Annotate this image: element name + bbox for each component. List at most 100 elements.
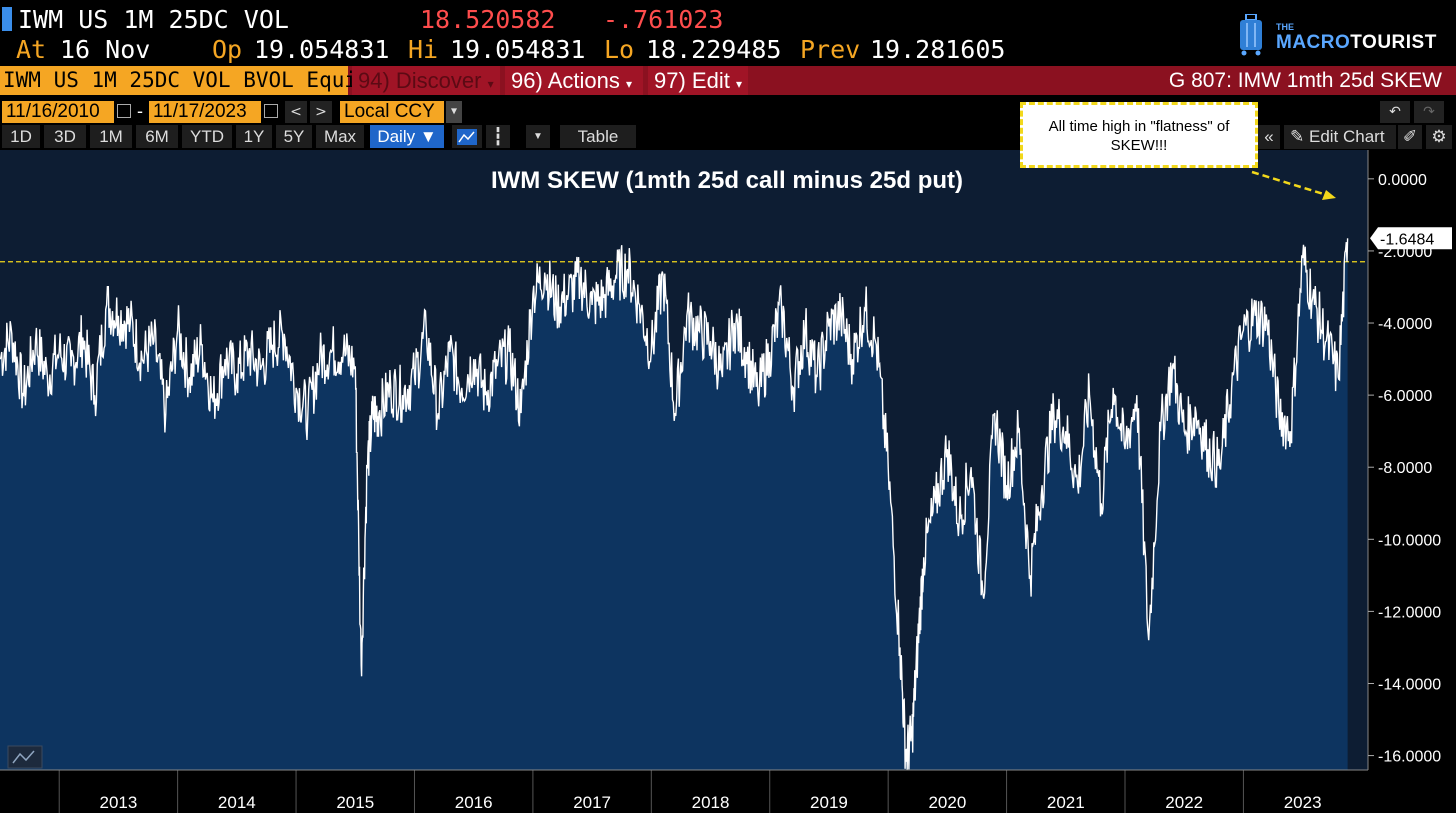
suitcase-icon: [1240, 14, 1262, 56]
currency-select[interactable]: Local CCY: [340, 101, 444, 123]
y-tick-label: 0.0000: [1378, 172, 1427, 189]
chart-title: IWM SKEW (1mth 25d call minus 25d put): [491, 167, 963, 194]
at-value: 16 Nov: [60, 35, 151, 64]
prev-label: Prev: [800, 35, 861, 64]
annotation-callout: All time high in "flatness" of SKEW!!!: [1020, 102, 1258, 168]
last-value-flag: -1.6484: [1370, 227, 1452, 250]
x-tick-label: 2015: [336, 793, 374, 812]
chart-style-button[interactable]: [7, 745, 43, 769]
x-tick-label: 2016: [455, 793, 493, 812]
annotate-icon[interactable]: ✐: [1398, 125, 1422, 149]
last-value-label: -1.6484: [1380, 231, 1434, 248]
logo-the: THE: [1276, 22, 1294, 32]
x-tick-label: 2014: [218, 793, 256, 812]
low-label: Lo: [604, 35, 635, 64]
graph-title: G 807: IMW 1mth 25d SKEW: [1168, 69, 1442, 92]
actions-menu[interactable]: 96) Actions ▾: [505, 66, 643, 95]
undo-icon[interactable]: ↶: [1380, 101, 1410, 123]
y-tick-label: -6.0000: [1378, 388, 1432, 405]
edit-chevron-icon: ▾: [735, 77, 742, 91]
settings-gear-icon[interactable]: ⚙: [1426, 125, 1452, 149]
edit-label: 97) Edit: [654, 68, 730, 93]
security-marker: [2, 7, 12, 31]
end-calendar-icon[interactable]: [264, 104, 278, 118]
x-tick-label: 2021: [1047, 793, 1085, 812]
net-change: -.761023: [603, 5, 724, 34]
series-area: [0, 238, 1348, 771]
currency-dropdown-icon[interactable]: ▼: [446, 101, 462, 123]
x-tick-label: 2023: [1284, 793, 1322, 812]
collapse-icon[interactable]: «: [1258, 125, 1280, 149]
x-tick-label: 2013: [100, 793, 138, 812]
edit-chart-label: Edit Chart: [1308, 127, 1385, 146]
actions-label: 96) Actions: [511, 68, 620, 93]
y-axis: 0.0000-2.0000-4.0000-6.0000-8.0000-10.00…: [1367, 150, 1441, 770]
series-line: [0, 238, 1349, 770]
redo-icon[interactable]: ↷: [1414, 101, 1444, 123]
start-calendar-icon[interactable]: [117, 104, 131, 118]
y-tick-label: -8.0000: [1378, 460, 1432, 477]
period-1m[interactable]: 1M: [90, 125, 132, 148]
x-tick-label: 2022: [1165, 793, 1203, 812]
period-1y[interactable]: 1Y: [236, 125, 272, 148]
y-tick-label: -14.0000: [1378, 676, 1441, 693]
high-label: Hi: [408, 35, 439, 64]
security-field[interactable]: IWM US 1M 25DC VOL BVOL Equi: [0, 66, 357, 95]
chart-type-dropdown-icon[interactable]: ▼: [526, 125, 550, 148]
macro-tourist-logo: THE MACROTOURIST: [1238, 10, 1450, 58]
y-tick-label: -4.0000: [1378, 316, 1432, 333]
x-axis-panel: [0, 770, 1456, 813]
prev-period-button[interactable]: <: [285, 101, 307, 123]
high-value: 19.054831: [450, 35, 586, 64]
discover-chevron-icon: ▾: [487, 77, 494, 91]
discover-label: 94) Discover: [358, 68, 482, 93]
x-tick-label: 2020: [928, 793, 966, 812]
annotation-arrow: [1251, 170, 1331, 198]
start-date-input[interactable]: 11/16/2010: [2, 101, 114, 123]
x-axis: 2013 2014 2015 2016 2017 2018 2019 2020 2021 2022…: [0, 769, 1368, 813]
table-button[interactable]: Table: [560, 125, 636, 148]
discover-menu[interactable]: 94) Discover ▾: [352, 66, 500, 95]
date-separator: -: [137, 101, 143, 121]
security-header: IWM US 1M 25DC VOL 18.520582 -.761023 At…: [0, 0, 1456, 66]
period-ytd[interactable]: YTD: [182, 125, 232, 148]
end-date-input[interactable]: 11/17/2023: [149, 101, 261, 123]
period-max[interactable]: Max: [316, 125, 364, 148]
x-tick-label: 2017: [573, 793, 611, 812]
prev-value: 19.281605: [870, 35, 1006, 64]
period-3d[interactable]: 3D: [44, 125, 86, 148]
edit-chart-button[interactable]: ✎ Edit Chart: [1284, 125, 1396, 149]
at-label: At: [16, 35, 47, 64]
y-tick-label: -12.0000: [1378, 604, 1441, 621]
y-tick-label: -10.0000: [1378, 532, 1441, 549]
y-axis-panel: [1368, 150, 1456, 770]
actions-chevron-icon: ▾: [625, 77, 632, 91]
date-range-row: 11/16/2010 - 11/17/2023 < > Local CCY ▼ …: [0, 100, 1456, 124]
last-price: 18.520582: [420, 5, 556, 34]
bar-style-icon[interactable]: ┇: [486, 125, 510, 148]
next-period-button[interactable]: >: [310, 101, 332, 123]
period-5y[interactable]: 5Y: [276, 125, 312, 148]
logo-macro: MACRO: [1276, 32, 1351, 53]
series-line-group: [0, 238, 1349, 770]
x-tick-label: 2018: [692, 793, 730, 812]
open-value: 19.054831: [254, 35, 390, 64]
annotation-arrowhead: [1322, 190, 1336, 200]
period-1d[interactable]: 1D: [2, 125, 40, 148]
series-area-group: [0, 238, 1348, 771]
skew-chart: 0.0000-2.0000-4.0000-6.0000-8.0000-10.00…: [0, 150, 1456, 813]
period-6m[interactable]: 6M: [136, 125, 178, 148]
last-value-flag-box: [1370, 227, 1452, 250]
ticker-name: IWM US 1M 25DC VOL: [18, 5, 289, 34]
y-tick-label: -16.0000: [1378, 749, 1441, 766]
open-label: Op: [212, 35, 243, 64]
x-tick-label: 2019: [810, 793, 848, 812]
frequency-select[interactable]: Daily ▼: [370, 125, 444, 148]
logo-tourist: TOURIST: [1350, 32, 1437, 53]
logo-name: MACROTOURIST: [1276, 32, 1437, 54]
pencil-icon: ✎: [1290, 127, 1305, 146]
low-value: 18.229485: [646, 35, 782, 64]
edit-menu[interactable]: 97) Edit ▾: [648, 66, 748, 95]
line-chart-icon[interactable]: [452, 125, 482, 148]
menu-bar: IWM US 1M 25DC VOL BVOL Equi 94) Discove…: [0, 66, 1456, 95]
